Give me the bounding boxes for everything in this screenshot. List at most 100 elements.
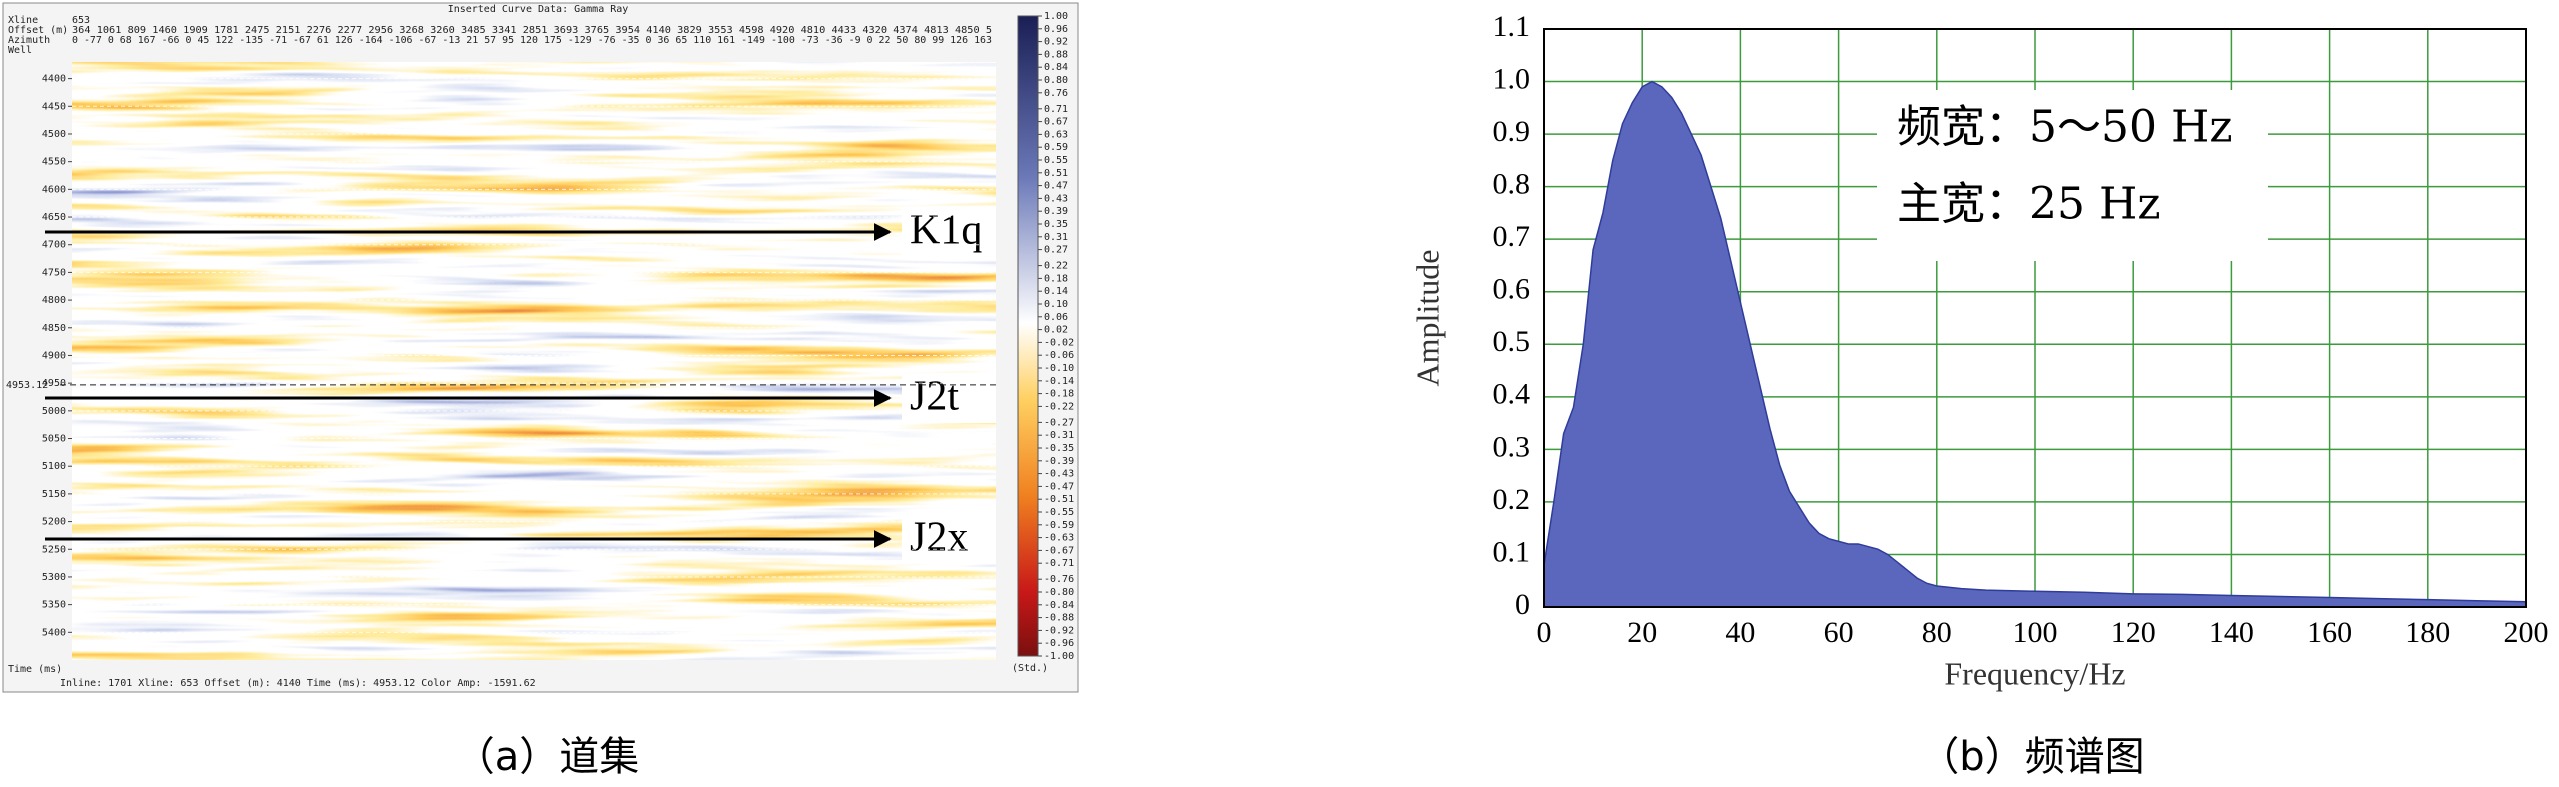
colorbar-tick-label: -0.18 [1044, 389, 1074, 400]
colorbar-tick-label: -0.51 [1044, 494, 1074, 505]
time-tick-label: 4600 [42, 184, 66, 195]
colorbar-tick-label: -0.14 [1044, 376, 1074, 387]
colorbar-tick-label: -0.02 [1044, 337, 1074, 348]
colorbar-tick-label: 0.22 [1044, 261, 1068, 272]
time-tick-label: 4550 [42, 157, 66, 168]
colorbar-tick-label: 0.96 [1044, 24, 1068, 35]
row-label: Well [8, 45, 32, 56]
colorbar-tick-label: 0.51 [1044, 168, 1068, 179]
time-tick-label: 4900 [42, 350, 66, 361]
colorbar-tick-label: -0.47 [1044, 481, 1074, 492]
y-tick-label: 0.7 [1493, 220, 1531, 253]
time-tick-label: 4400 [42, 74, 66, 85]
horizon-label-box [902, 514, 996, 564]
y-tick-label: 0.8 [1493, 168, 1531, 201]
colorbar-tick-label: 0.59 [1044, 142, 1068, 153]
colorbar-tick-label: 0.02 [1044, 325, 1068, 336]
time-tick-label: 5300 [42, 572, 66, 583]
offset-row: 364 1061 809 1460 1909 1781 2475 2151 22… [72, 25, 992, 36]
cursor-label: 4953.12 [6, 380, 48, 391]
colorbar-tick-label: -0.63 [1044, 533, 1074, 544]
horizon-label: J2t [910, 374, 959, 420]
time-tick-label: 4450 [42, 101, 66, 112]
time-tick-label: 4700 [42, 240, 66, 251]
y-tick-label: 0.5 [1493, 325, 1531, 358]
gather-header: Inserted Curve Data: Gamma Ray [448, 4, 629, 15]
x-tick-label: 0 [1537, 616, 1552, 649]
x-tick-label: 100 [2013, 616, 2058, 649]
colorbar-tick-label: 1.00 [1044, 11, 1068, 22]
x-tick-label: 40 [1725, 616, 1755, 649]
x-tick-label: 180 [2405, 616, 2450, 649]
xline-value: 653 [72, 15, 90, 26]
y-tick-label: 0.9 [1493, 115, 1531, 148]
colorbar-tick-label: -0.43 [1044, 469, 1074, 480]
time-tick-label: 5250 [42, 544, 66, 555]
time-tick-label: 4650 [42, 212, 66, 223]
time-tick-label: 4500 [42, 129, 66, 140]
colorbar-tick-label: 0.76 [1044, 88, 1068, 99]
annotation-box [1877, 90, 2268, 261]
time-tick-label: 5400 [42, 627, 66, 638]
row-label: Azimuth [8, 35, 50, 46]
y-tick-label: 1.0 [1493, 62, 1531, 95]
colorbar-tick-label: 0.80 [1044, 75, 1068, 86]
caption: （b）频谱图 [1919, 734, 2144, 780]
colorbar-tick-label: 0.92 [1044, 37, 1068, 48]
colorbar-tick-label: 0.67 [1044, 117, 1068, 128]
y-tick-label: 0.3 [1493, 430, 1531, 463]
colorbar-tick-label: 0.71 [1044, 104, 1068, 115]
colorbar-tick-label: -0.92 [1044, 625, 1074, 636]
colorbar-tick-label: -0.96 [1044, 638, 1074, 649]
x-tick-label: 20 [1627, 616, 1657, 649]
y-tick-label: 0.6 [1493, 273, 1531, 306]
annotation: 频宽：5～50 Hz [1897, 102, 2233, 153]
colorbar-tick-label: -0.39 [1044, 456, 1074, 467]
row-label: Xline [8, 15, 38, 26]
colorbar-tick-label: 0.35 [1044, 219, 1068, 230]
colorbar-tick-label: -0.35 [1044, 443, 1074, 454]
colorbar-tick-label: -0.67 [1044, 545, 1074, 556]
colorbar-tick-label: 0.88 [1044, 49, 1068, 60]
colorbar-tick-label: -1.00 [1044, 651, 1074, 662]
colorbar-tick-label: -0.06 [1044, 350, 1074, 361]
colorbar-tick-label: 0.55 [1044, 155, 1068, 166]
colorbar-tick-label: 0.47 [1044, 181, 1068, 192]
colorbar-tick-label: 0.31 [1044, 232, 1068, 243]
x-tick-label: 80 [1922, 616, 1952, 649]
colorbar-tick-label: -0.80 [1044, 587, 1074, 598]
colorbar-tick-label: 0.39 [1044, 206, 1068, 217]
colorbar-tick-label: -0.59 [1044, 520, 1074, 531]
row-label: Offset (m) [8, 25, 68, 36]
plot-frame [1543, 28, 2527, 608]
x-axis-label: Frequency/Hz [1944, 655, 2125, 691]
x-tick-label: 60 [1824, 616, 1854, 649]
time-tick-label: 4850 [42, 323, 66, 334]
x-tick-label: 200 [2504, 616, 2549, 649]
colorbar-tick-label: -0.27 [1044, 417, 1074, 428]
colorbar-tick-label: -0.84 [1044, 600, 1074, 611]
x-tick-label: 120 [2111, 616, 2156, 649]
colorbar-tick-label: 0.63 [1044, 129, 1068, 140]
colorbar-tick-label: 0.06 [1044, 312, 1068, 323]
seismic-image [72, 62, 996, 660]
colorbar-tick-label: -0.88 [1044, 613, 1074, 624]
status-bar: Inline: 1701 Xline: 653 Offset (m): 4140… [60, 678, 536, 689]
annotation: 主宽：25 Hz [1897, 179, 2161, 230]
time-tick-label: 5200 [42, 517, 66, 528]
colorbar-tick-label: 0.43 [1044, 193, 1068, 204]
time-tick-label: 5100 [42, 461, 66, 472]
colorbar-tick-label: 0.84 [1044, 62, 1068, 73]
colorbar-tick-label: -0.55 [1044, 507, 1074, 518]
y-tick-label: 0.1 [1493, 535, 1531, 568]
colorbar-tick-label: -0.10 [1044, 363, 1074, 374]
azimuth-row: 0 -77 0 68 167 -66 0 45 122 -135 -71 -67… [72, 35, 992, 46]
time-tick-label: 5050 [42, 434, 66, 445]
horizon-label: J2x [910, 515, 968, 561]
colorbar-tick-label: 0.27 [1044, 245, 1068, 256]
colorbar-tick-label: -0.22 [1044, 401, 1074, 412]
y-axis-label: Amplitude [1409, 250, 1445, 387]
colorbar-tick-label: -0.76 [1044, 574, 1074, 585]
